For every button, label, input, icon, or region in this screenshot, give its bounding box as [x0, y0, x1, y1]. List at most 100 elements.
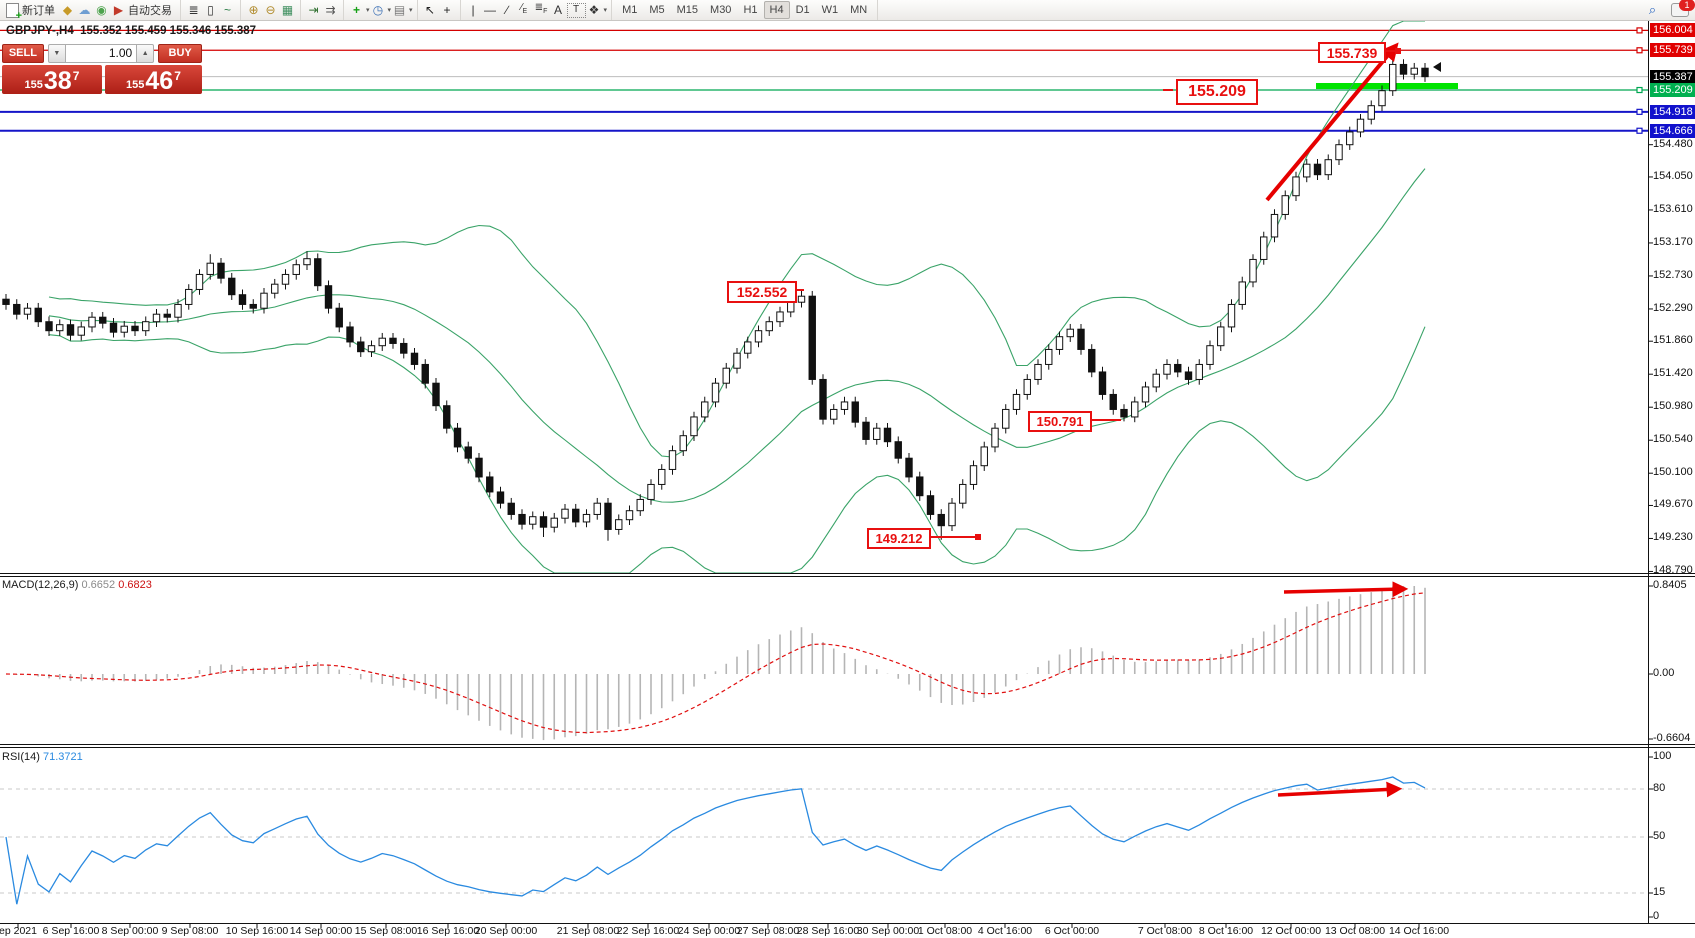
- candle-body: [1249, 258, 1257, 283]
- toolbar-group-chart-type: ≣ ▯ ~: [181, 0, 241, 20]
- candle-body: [152, 313, 161, 323]
- period-dropdown-icon[interactable]: ▾: [387, 7, 392, 14]
- candle-body: [969, 465, 978, 485]
- timeframe-m5[interactable]: M5: [649, 4, 665, 16]
- rsi-arrow[interactable]: [1277, 781, 1403, 798]
- candle-body: [625, 510, 634, 521]
- candle-body: [1141, 386, 1150, 403]
- volume-step-down-button[interactable]: ▼: [47, 44, 66, 63]
- candle-body: [120, 325, 128, 333]
- candlestick-chart-icon[interactable]: ▯: [207, 3, 214, 17]
- candle-body: [668, 450, 677, 470]
- one-click-trading-panel: SELL ▼ 1.00 ▲ BUY 155 38 7 155 46 7: [2, 44, 203, 94]
- candle-body: [539, 516, 548, 528]
- autotrading-button[interactable]: 自动交易: [128, 5, 172, 17]
- candle-body: [529, 516, 537, 525]
- candle-body: [367, 345, 376, 353]
- timeframe-m15[interactable]: M15: [676, 4, 699, 16]
- toolbar-group-drawing: | — ∕ ∕E ≣F A T ❖ ▾: [461, 0, 613, 20]
- candle-body: [1303, 163, 1311, 178]
- candle-body: [378, 337, 386, 347]
- buy-price-small: 155: [126, 79, 145, 91]
- auto-scroll-icon[interactable]: ⇥: [308, 3, 319, 17]
- candle-body: [1163, 363, 1171, 375]
- shapes-icon[interactable]: ❖: [588, 3, 600, 17]
- autotrading-icon[interactable]: ▶: [113, 3, 124, 17]
- timeframe-d1[interactable]: D1: [795, 4, 810, 16]
- bollinger-middle-band: [48, 168, 1426, 503]
- signal-icon[interactable]: ◉: [96, 3, 107, 17]
- vertical-line-icon[interactable]: |: [471, 3, 475, 17]
- paint-bucket-icon[interactable]: ◆: [62, 3, 73, 17]
- publish-cloud-icon[interactable]: ☁: [78, 3, 91, 17]
- candle-body: [77, 326, 85, 336]
- text-label-tool-icon[interactable]: T: [566, 2, 586, 18]
- search-icon[interactable]: ⌕: [1648, 2, 1657, 17]
- chat-icon[interactable]: 1: [1671, 0, 1695, 17]
- timeframe-w1[interactable]: W1: [821, 4, 839, 16]
- support-zone-bar[interactable]: [1316, 83, 1458, 89]
- templates-icon[interactable]: ▤: [393, 3, 406, 17]
- add-indicator-icon[interactable]: +: [352, 3, 360, 17]
- candle-body: [765, 321, 773, 332]
- zoom-in-icon[interactable]: ⊕: [248, 3, 259, 17]
- candle-body: [410, 352, 419, 365]
- timeframe-h4[interactable]: H4: [763, 1, 790, 19]
- timeframe-mn[interactable]: MN: [850, 4, 868, 16]
- text-tool-icon[interactable]: A: [554, 3, 563, 17]
- candle-body: [206, 262, 214, 275]
- candle-body: [292, 264, 300, 275]
- candle-body: [808, 295, 816, 380]
- sell-price-box[interactable]: 155 38 7: [2, 65, 102, 94]
- rsi-line: [5, 776, 1426, 905]
- candle-body: [840, 401, 849, 410]
- candle-body: [1238, 281, 1246, 305]
- candle-body: [636, 498, 644, 512]
- macd-arrow[interactable]: [1283, 581, 1409, 598]
- cursor-icon[interactable]: ↖: [425, 3, 436, 17]
- shapes-dropdown-icon[interactable]: ▾: [603, 7, 608, 14]
- candle-body: [400, 342, 408, 354]
- volume-input[interactable]: 1.00: [65, 44, 137, 63]
- add-indicator-dropdown-icon[interactable]: ▾: [366, 7, 370, 14]
- candle-body: [926, 495, 935, 515]
- candle-body: [1410, 67, 1418, 75]
- level-anchor: [1636, 86, 1643, 94]
- volume-step-up-button[interactable]: ▲: [136, 44, 155, 63]
- candle-body: [1066, 328, 1074, 338]
- templates-dropdown-icon[interactable]: ▾: [409, 7, 413, 14]
- bar-chart-icon[interactable]: ≣: [188, 3, 199, 17]
- buy-price-box[interactable]: 155 46 7: [104, 65, 202, 94]
- candle-body: [894, 441, 902, 459]
- tile-windows-icon[interactable]: ▦: [281, 3, 294, 17]
- equidistant-channel-icon[interactable]: ∕E: [520, 2, 528, 15]
- line-chart-icon[interactable]: ~: [223, 3, 231, 17]
- rsi-label: RSI(14) 71.3721: [2, 751, 83, 763]
- sell-button[interactable]: SELL: [2, 44, 44, 63]
- trend-arrow[interactable]: [1265, 42, 1399, 202]
- candle-body: [23, 307, 32, 315]
- buy-button[interactable]: BUY: [158, 44, 203, 63]
- candle-body: [1045, 348, 1053, 365]
- candle-body: [346, 326, 354, 343]
- timeframe-m30[interactable]: M30: [710, 4, 732, 16]
- timeframe-h1[interactable]: H1: [743, 4, 758, 16]
- fibonacci-icon[interactable]: ≣F: [534, 2, 548, 15]
- period-clock-icon[interactable]: ◷: [372, 3, 384, 17]
- level-anchor: [1636, 127, 1643, 134]
- new-order-button[interactable]: 新订单: [22, 5, 55, 17]
- candle-body: [475, 457, 483, 478]
- crosshair-icon[interactable]: +: [443, 3, 451, 17]
- candle-body: [1260, 236, 1268, 260]
- level-anchor: [1636, 27, 1643, 34]
- candle-body: [1077, 328, 1085, 350]
- horizontal-line-icon[interactable]: —: [484, 3, 497, 17]
- candle-body: [1389, 63, 1397, 92]
- new-order-icon[interactable]: [6, 2, 22, 22]
- zoom-out-icon[interactable]: ⊖: [265, 3, 276, 17]
- trendline-icon[interactable]: ∕: [506, 3, 509, 17]
- candle-body: [1109, 393, 1117, 410]
- chart-shift-icon[interactable]: ⇉: [325, 3, 336, 17]
- timeframe-m1[interactable]: M1: [622, 4, 638, 16]
